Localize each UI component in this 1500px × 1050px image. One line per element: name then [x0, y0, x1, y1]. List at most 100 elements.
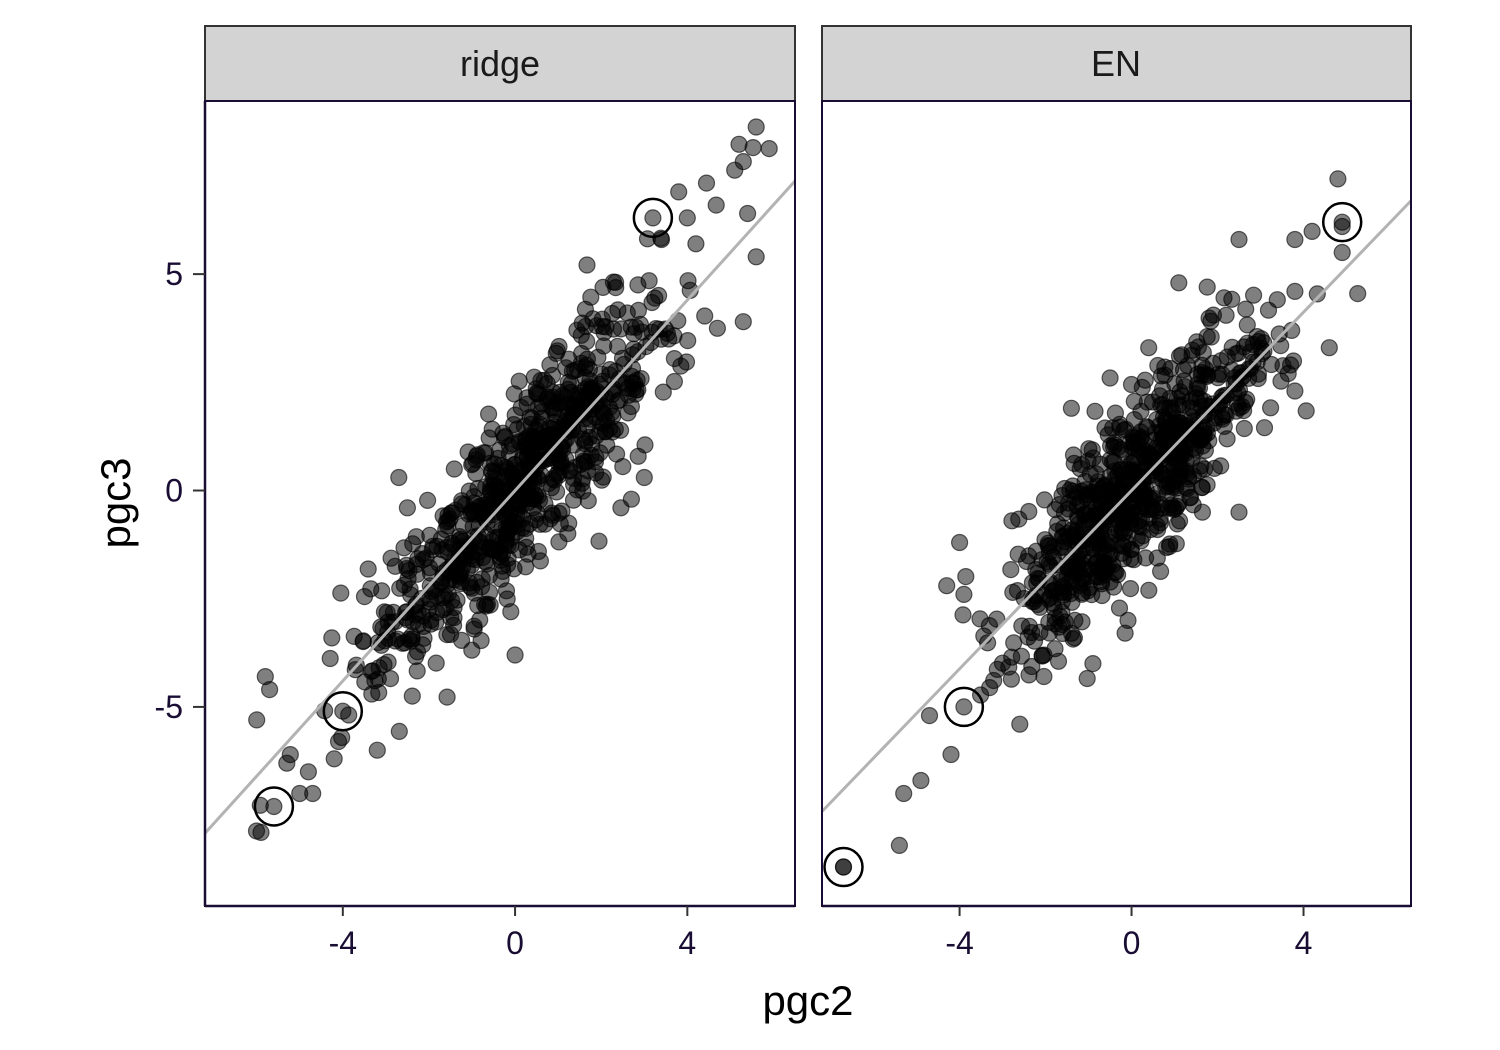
data-point — [505, 385, 523, 403]
data-point — [609, 301, 627, 319]
data-point — [1050, 496, 1069, 514]
data-point — [1089, 513, 1107, 532]
data-point — [629, 381, 647, 399]
data-point — [895, 784, 913, 803]
data-point — [1008, 581, 1027, 600]
data-point — [1349, 285, 1367, 303]
data-point — [1286, 230, 1304, 249]
data-point — [582, 288, 600, 306]
data-point — [370, 659, 388, 677]
data-point — [920, 706, 939, 725]
data-point — [730, 135, 748, 153]
data-point — [606, 420, 624, 438]
data-point — [1297, 402, 1315, 420]
data-point — [1237, 300, 1255, 318]
data-point — [1195, 427, 1213, 445]
data-point — [496, 467, 514, 485]
data-point — [938, 577, 956, 595]
data-point — [1235, 419, 1253, 438]
data-point — [1109, 466, 1127, 484]
data-point — [1086, 402, 1104, 420]
data-point — [1261, 399, 1280, 417]
data-point — [660, 330, 678, 348]
data-point — [419, 491, 437, 509]
data-point — [1116, 624, 1134, 642]
x-tick-label: -4 — [329, 925, 357, 961]
data-point — [1140, 581, 1158, 599]
data-point — [622, 397, 641, 416]
data-point — [1165, 448, 1184, 466]
data-point — [1079, 452, 1097, 470]
data-point — [550, 464, 568, 482]
data-point — [432, 530, 450, 548]
data-point — [522, 415, 540, 433]
data-point — [1035, 491, 1054, 509]
data-point — [950, 533, 969, 552]
data-point — [502, 603, 520, 621]
data-point — [747, 118, 765, 136]
data-point — [1333, 213, 1351, 231]
data-point — [1268, 291, 1286, 309]
data-point — [1181, 416, 1199, 434]
data-point — [578, 256, 596, 274]
data-point — [559, 373, 577, 391]
data-point — [481, 540, 499, 558]
data-point — [491, 441, 509, 459]
data-point — [1188, 333, 1206, 351]
data-point — [356, 673, 374, 691]
data-point — [1213, 408, 1231, 426]
data-point — [1202, 328, 1220, 346]
data-point — [382, 549, 400, 567]
data-point — [629, 447, 647, 465]
data-point — [582, 446, 600, 464]
data-point — [1244, 286, 1263, 304]
data-point — [1040, 543, 1059, 561]
data-point — [1193, 364, 1211, 382]
plot-area-en — [822, 170, 1411, 888]
data-point — [428, 603, 446, 622]
data-point — [544, 383, 562, 401]
data-point — [544, 426, 562, 445]
data-point — [1198, 278, 1216, 296]
data-point — [575, 410, 594, 428]
data-point — [536, 515, 554, 533]
x-tick-label: 0 — [506, 925, 524, 961]
plot-clip-group — [205, 118, 795, 842]
data-point — [252, 823, 270, 842]
data-point — [1084, 654, 1102, 673]
data-point — [1091, 485, 1109, 503]
data-point — [1160, 537, 1179, 556]
data-point — [912, 771, 930, 790]
data-point — [1157, 412, 1175, 430]
data-point — [1002, 670, 1021, 688]
y-tick-label: 5 — [165, 256, 183, 292]
data-point — [1058, 569, 1076, 587]
data-point — [445, 460, 463, 478]
data-point — [299, 763, 317, 781]
data-point — [278, 754, 296, 772]
fit-line — [822, 199, 1411, 813]
data-point — [707, 196, 725, 214]
data-point — [1213, 365, 1231, 383]
data-point — [738, 204, 757, 223]
data-point — [734, 313, 752, 331]
data-point — [1073, 583, 1092, 602]
data-point — [502, 536, 520, 555]
data-point — [678, 209, 696, 227]
data-point — [1101, 573, 1119, 591]
data-point — [1025, 632, 1044, 650]
data-point — [473, 570, 491, 588]
data-point — [1170, 274, 1188, 292]
data-point — [325, 750, 343, 768]
data-point — [265, 797, 283, 816]
data-point — [332, 584, 350, 602]
data-point — [1073, 613, 1091, 631]
data-point — [442, 558, 460, 576]
data-point — [434, 589, 452, 607]
data-point — [1229, 344, 1247, 362]
data-point — [525, 368, 543, 386]
data-point — [1200, 309, 1218, 327]
highlight-circle — [823, 846, 864, 888]
data-point — [390, 468, 408, 487]
data-point — [981, 678, 999, 697]
